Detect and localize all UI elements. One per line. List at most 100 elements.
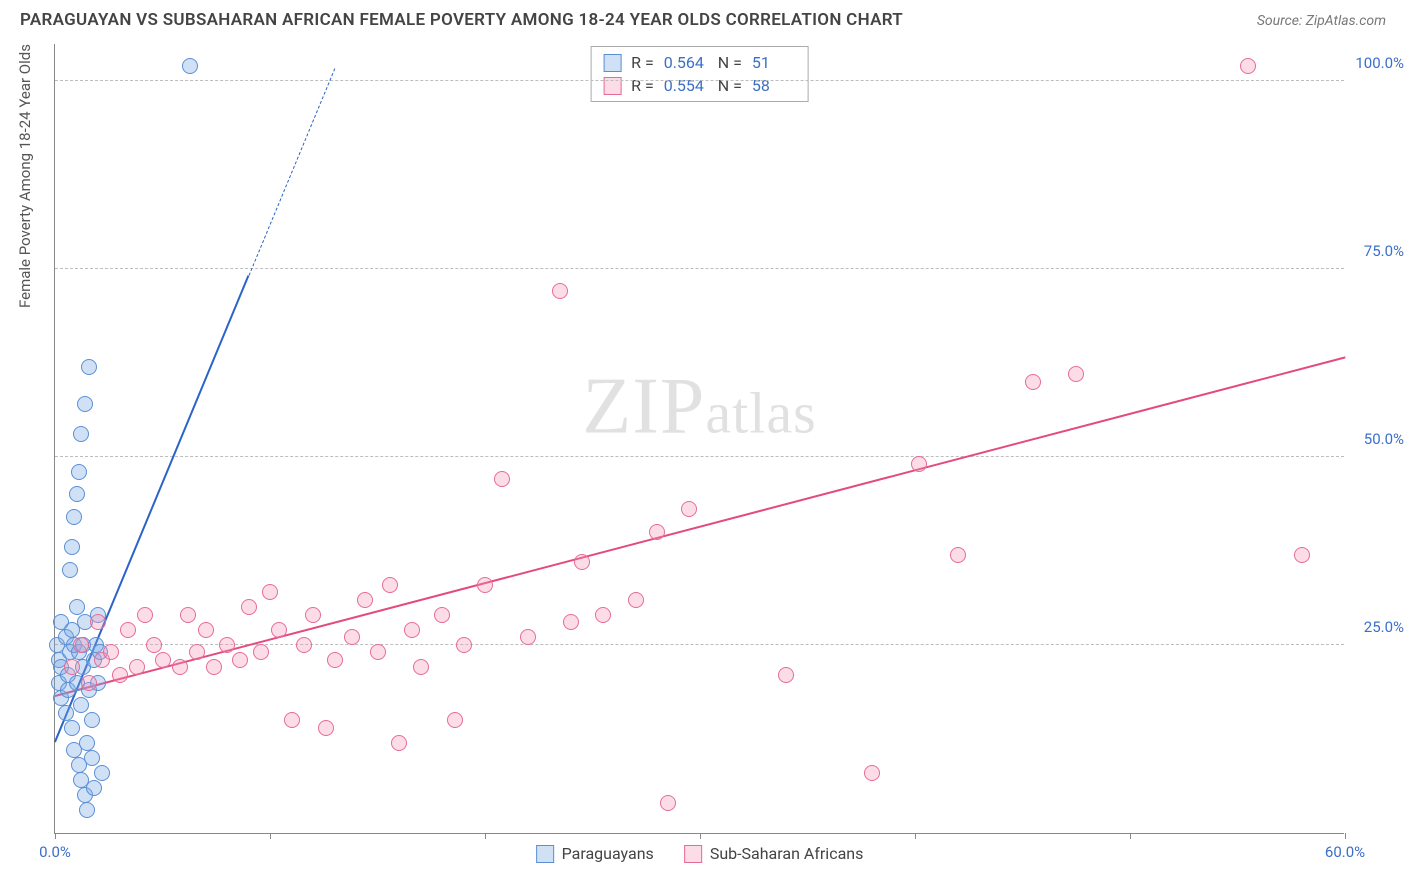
data-point — [189, 644, 205, 660]
data-point — [574, 554, 590, 570]
data-point — [79, 735, 95, 751]
data-point — [58, 705, 74, 721]
legend-series-item: Paraguayans — [536, 844, 654, 863]
data-point — [520, 629, 536, 645]
x-tick-label: 0.0% — [39, 843, 71, 861]
data-point — [778, 667, 794, 683]
data-point — [64, 720, 80, 736]
data-point — [447, 712, 463, 728]
data-point — [305, 607, 321, 623]
legend-n-label: N = — [718, 53, 742, 72]
data-point — [370, 644, 386, 660]
data-point — [94, 765, 110, 781]
legend-swatch — [684, 845, 702, 863]
data-point — [73, 697, 89, 713]
legend-series-name: Sub-Saharan Africans — [710, 844, 864, 863]
gridline-horizontal — [55, 80, 1344, 81]
y-axis-label: Female Poverty Among 18-24 Year Olds — [16, 44, 34, 308]
gridline-horizontal — [55, 456, 1344, 457]
data-point — [73, 637, 89, 653]
data-point — [864, 765, 880, 781]
series-legend: Paraguayans Sub-Saharan Africans — [536, 844, 864, 863]
legend-r-value: 0.564 — [664, 53, 708, 72]
legend-r-label: R = — [631, 53, 654, 72]
data-point — [84, 712, 100, 728]
data-point — [62, 562, 78, 578]
data-point — [64, 659, 80, 675]
data-point — [219, 637, 235, 653]
legend-series-item: Sub-Saharan Africans — [684, 844, 864, 863]
x-tick — [55, 833, 56, 839]
data-point — [253, 644, 269, 660]
data-point — [64, 539, 80, 555]
data-point — [344, 629, 360, 645]
data-point — [477, 577, 493, 593]
data-point — [146, 637, 162, 653]
data-point — [911, 456, 927, 472]
data-point — [318, 720, 334, 736]
data-point — [81, 675, 97, 691]
legend-swatch — [536, 845, 554, 863]
x-tick — [1345, 833, 1346, 839]
y-tick-label: 75.0% — [1349, 242, 1404, 260]
data-point — [413, 659, 429, 675]
data-point — [1294, 547, 1310, 563]
data-point — [404, 622, 420, 638]
watermark: ZIPatlas — [582, 361, 816, 452]
data-point — [262, 584, 278, 600]
data-point — [69, 486, 85, 502]
data-point — [357, 592, 373, 608]
data-point — [595, 607, 611, 623]
data-point — [552, 283, 568, 299]
x-tick — [270, 833, 271, 839]
data-point — [434, 607, 450, 623]
data-point — [198, 622, 214, 638]
data-point — [69, 599, 85, 615]
legend-n-value: 51 — [752, 53, 796, 72]
x-tick-label: 60.0% — [1325, 843, 1365, 861]
y-tick-label: 25.0% — [1349, 618, 1404, 636]
data-point — [73, 426, 89, 442]
data-point — [182, 58, 198, 74]
data-point — [1068, 366, 1084, 382]
data-point — [103, 644, 119, 660]
data-point — [112, 667, 128, 683]
data-point — [84, 750, 100, 766]
data-point — [86, 780, 102, 796]
data-point — [77, 396, 93, 412]
data-point — [137, 607, 153, 623]
x-tick — [1130, 833, 1131, 839]
data-point — [241, 599, 257, 615]
data-point — [563, 614, 579, 630]
x-tick — [485, 833, 486, 839]
data-point — [90, 614, 106, 630]
legend-stat-row: R = 0.564 N = 51 — [603, 51, 796, 74]
correlation-legend: R =0.564N =51R =0.554N =58 — [590, 46, 809, 102]
data-point — [296, 637, 312, 653]
y-tick-label: 50.0% — [1349, 430, 1404, 448]
data-point — [232, 652, 248, 668]
gridline-horizontal — [55, 268, 1344, 269]
data-point — [120, 622, 136, 638]
legend-swatch — [603, 54, 621, 72]
data-point — [155, 652, 171, 668]
source-label: Source: ZipAtlas.com — [1257, 13, 1386, 29]
data-point — [1240, 58, 1256, 74]
data-point — [494, 471, 510, 487]
data-point — [628, 592, 644, 608]
data-point — [172, 659, 188, 675]
y-tick-label: 100.0% — [1349, 54, 1404, 72]
data-point — [649, 524, 665, 540]
trend-line — [55, 357, 1346, 698]
legend-series-name: Paraguayans — [562, 844, 654, 863]
data-point — [206, 659, 222, 675]
x-tick — [915, 833, 916, 839]
x-tick — [700, 833, 701, 839]
data-point — [71, 464, 87, 480]
chart-title: PARAGUAYAN VS SUBSAHARAN AFRICAN FEMALE … — [20, 10, 903, 30]
data-point — [81, 359, 97, 375]
data-point — [271, 622, 287, 638]
data-point — [681, 501, 697, 517]
chart-plot-area: ZIPatlas R =0.564N =51R =0.554N =58 Para… — [54, 44, 1344, 834]
data-point — [129, 659, 145, 675]
